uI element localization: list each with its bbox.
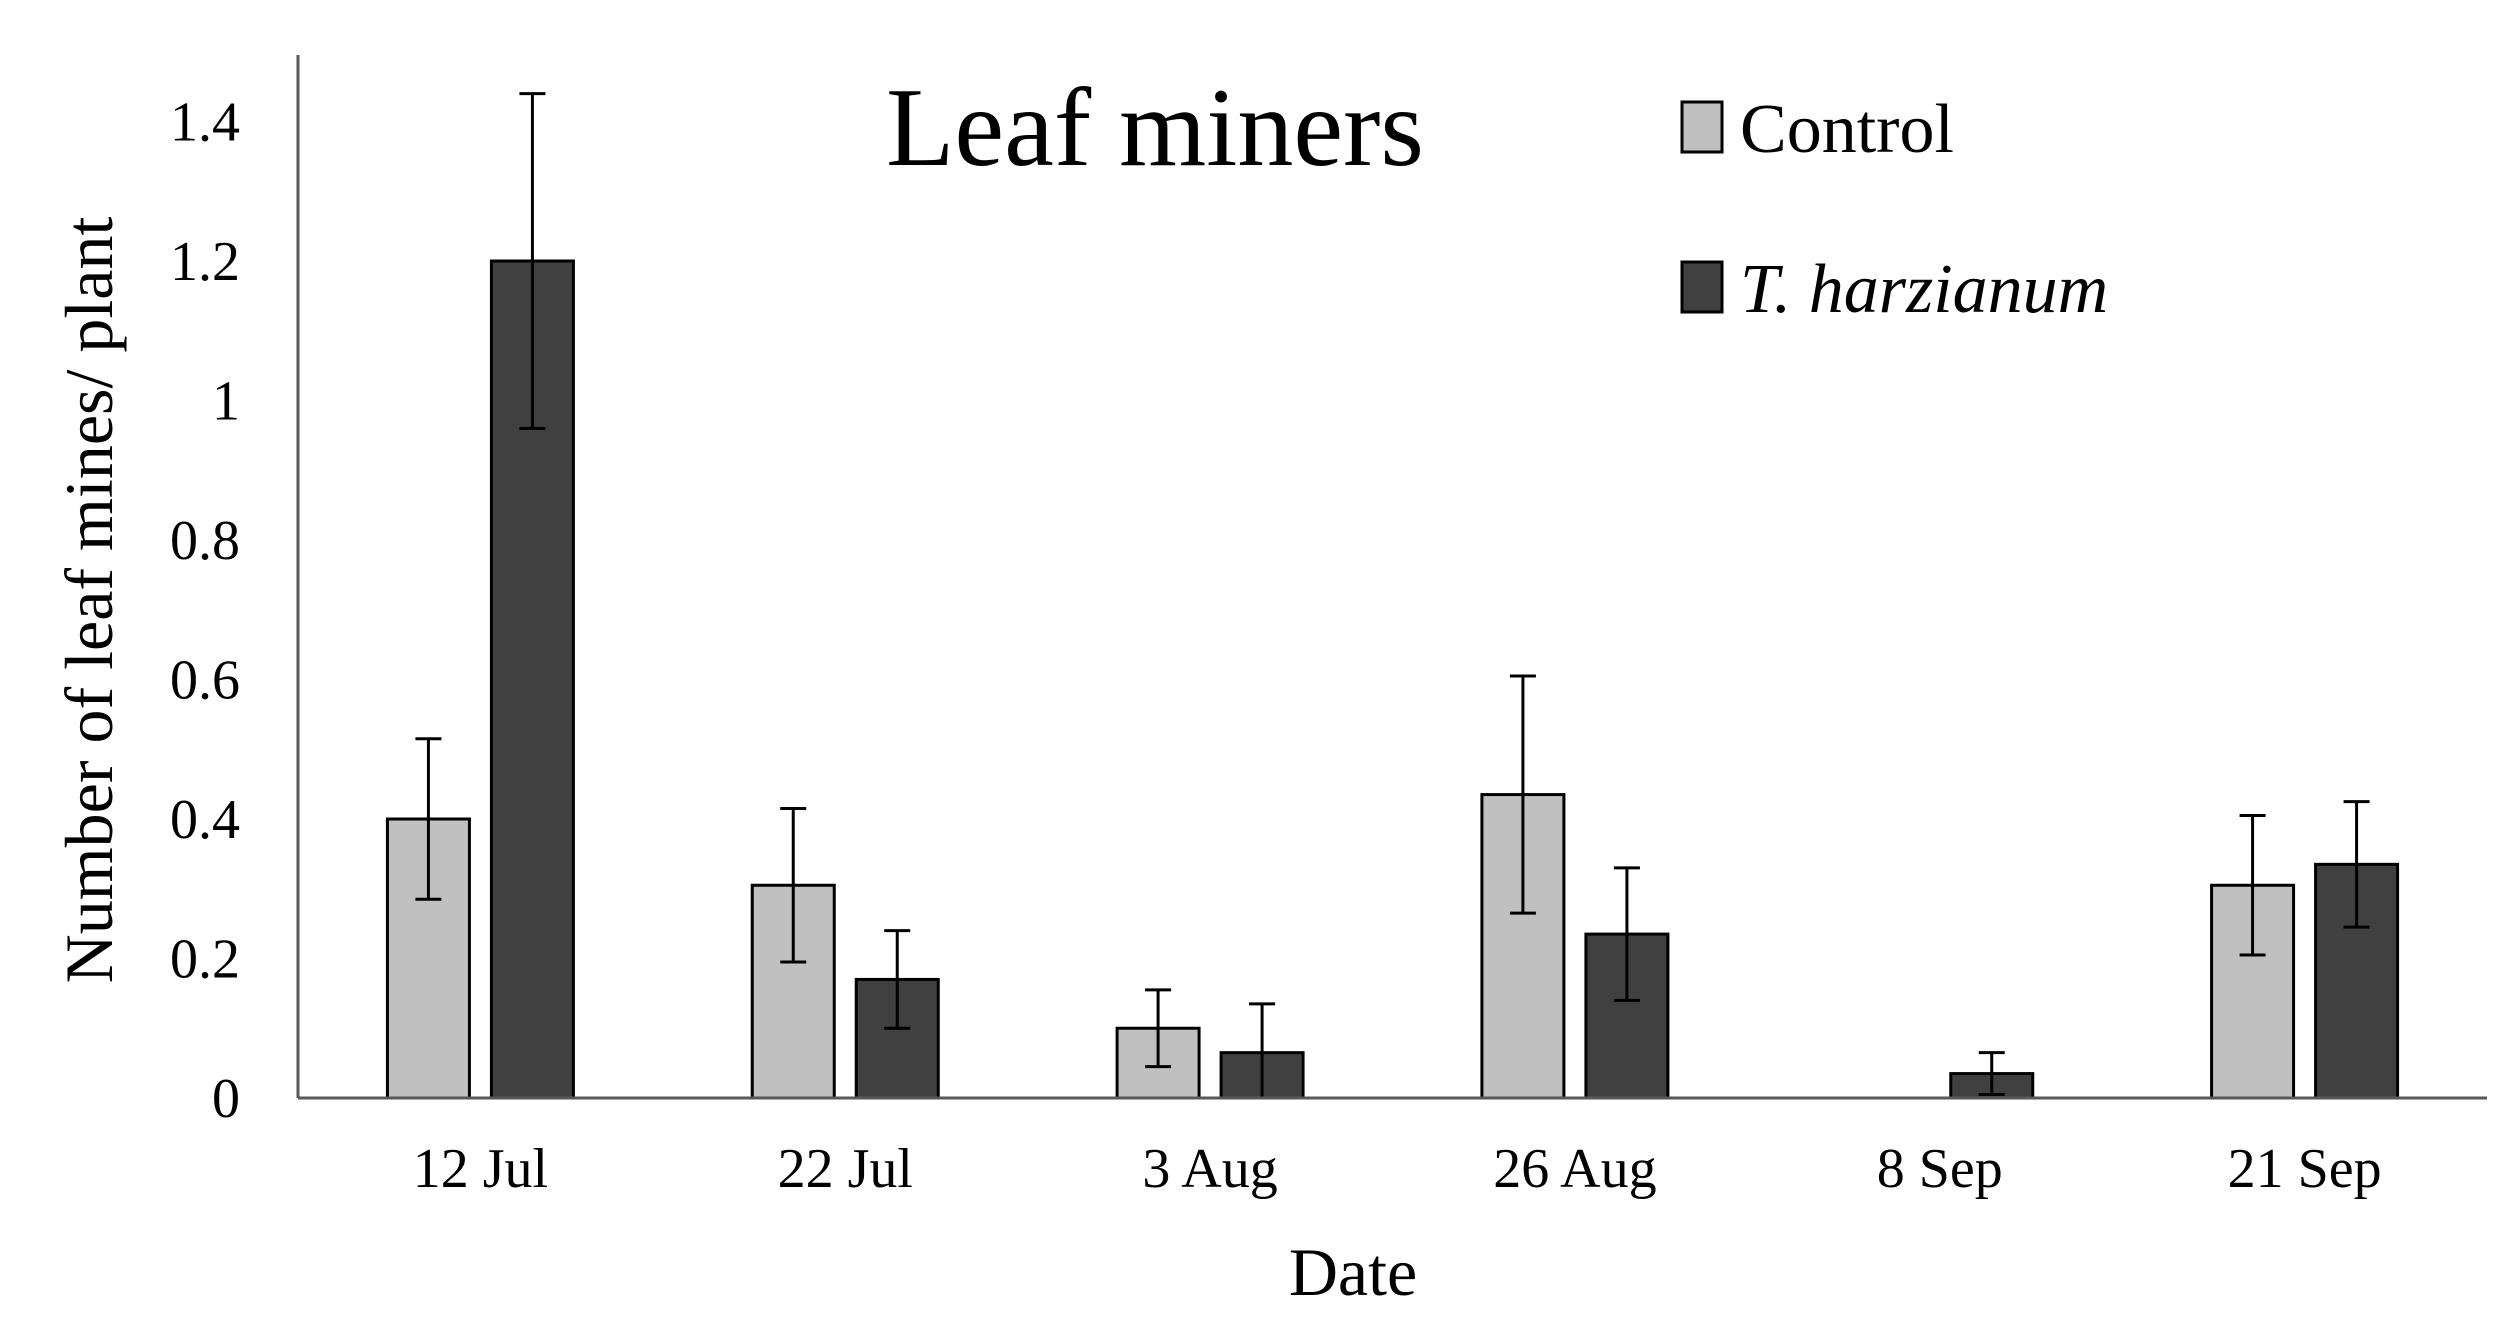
y-tick-label: 0.4 [170, 789, 240, 851]
y-axis-ticks: 0 0.2 0.4 0.6 0.8 1 1.2 1.4 [170, 92, 240, 1131]
y-tick-label: 0 [212, 1068, 240, 1130]
y-tick-label: 0.6 [170, 650, 240, 712]
legend-swatch-t-harzianum [1680, 260, 1724, 314]
legend: Control T. harzianum [1680, 91, 2108, 328]
y-tick-label: 1.2 [170, 231, 240, 293]
x-tick-label: 26 Aug [1493, 1138, 1656, 1200]
y-tick-label: 1 [212, 371, 240, 433]
legend-swatch-control [1680, 100, 1724, 154]
x-tick-label: 12 Jul [413, 1138, 548, 1200]
y-tick-label: 0.8 [170, 510, 240, 572]
legend-label-t-harzianum: T. harzianum [1740, 251, 2108, 328]
x-axis-title: Date [1289, 1234, 1417, 1310]
chart-title: Leaf miners [886, 66, 1424, 190]
error-bars-group [415, 92, 2370, 1100]
bar-t-harzianum [854, 977, 940, 1100]
y-axis-title: Number of leaf mines/ plant [51, 217, 127, 984]
x-tick-label: 8 Sep [1877, 1138, 2003, 1200]
x-axis-ticks: 12 Jul 22 Jul 3 Aug 26 Aug 8 Sep 21 Sep [413, 1138, 2382, 1200]
legend-label-control: Control [1740, 91, 1954, 168]
x-tick-label: 21 Sep [2228, 1138, 2382, 1200]
y-tick-label: 0.2 [170, 929, 240, 991]
x-tick-label: 3 Aug [1142, 1138, 1277, 1200]
bars-group [385, 259, 2400, 1100]
x-tick-label: 22 Jul [778, 1138, 913, 1200]
y-tick-label: 1.4 [170, 92, 240, 154]
